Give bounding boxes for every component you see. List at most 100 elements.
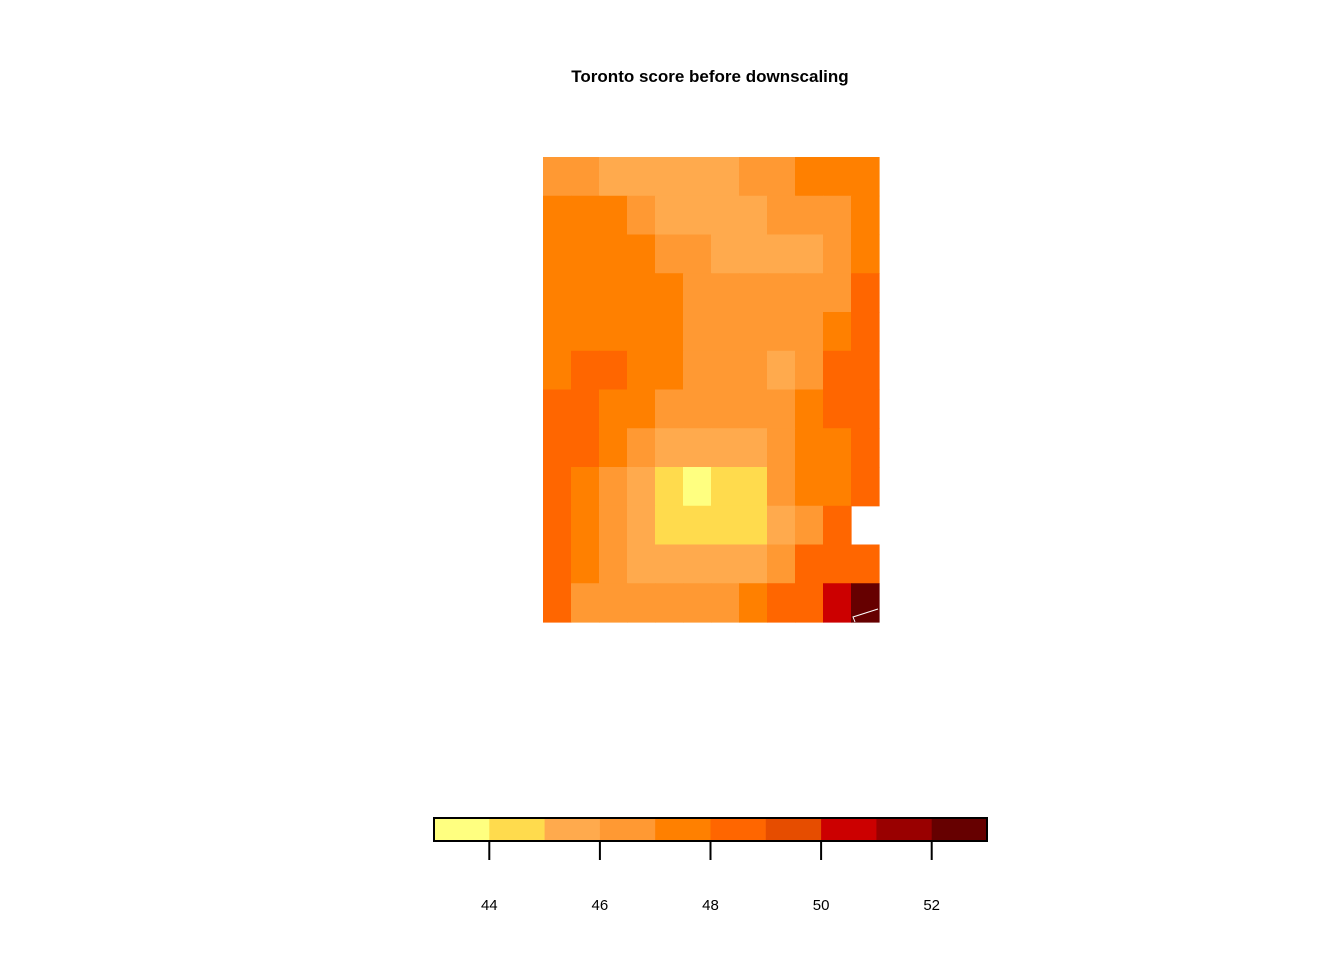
heatmap-cell [711, 195, 740, 236]
heatmap-cell [851, 234, 880, 274]
heatmap-cell [599, 312, 628, 352]
heatmap-cell [655, 389, 684, 429]
heatmap-cell [627, 195, 656, 236]
heatmap-cell [627, 312, 656, 352]
heatmap-cell [767, 389, 796, 429]
heatmap-cell [655, 583, 684, 623]
heatmap-cell [739, 389, 768, 429]
legend-swatch [821, 818, 877, 841]
heatmap-cell [739, 544, 768, 584]
heatmap-cell [823, 273, 852, 313]
heatmap-cell [739, 505, 768, 546]
heatmap-cell [543, 505, 572, 546]
heatmap-cell [795, 312, 824, 352]
heatmap-cell [627, 350, 656, 391]
legend-swatch [544, 818, 601, 841]
heatmap-cell [823, 428, 852, 468]
heatmap-cell [627, 544, 656, 584]
heatmap-cell [571, 157, 600, 197]
heatmap-cell [711, 467, 740, 507]
heatmap-cell [571, 505, 600, 546]
heatmap-cell [599, 428, 628, 468]
heatmap-cell [655, 544, 684, 584]
heatmap-cell [851, 195, 880, 236]
heatmap-cell [627, 157, 656, 197]
heatmap-cell [627, 389, 656, 429]
heatmap-cell [795, 195, 824, 236]
legend-swatch [489, 818, 546, 841]
heatmap-cell [543, 544, 572, 584]
heatmap-cell [739, 273, 768, 313]
heatmap-cell [823, 312, 852, 352]
heatmap-cell [823, 350, 852, 391]
heatmap-cell [543, 157, 572, 197]
heatmap-cell [543, 350, 572, 391]
heatmap-cell [739, 157, 768, 197]
heatmap-cell [851, 467, 880, 507]
heatmap-cell [655, 428, 684, 468]
legend-tick-label: 50 [813, 897, 830, 914]
legend-swatch [599, 818, 656, 841]
heatmap-cell [655, 350, 684, 391]
heatmap-cell [823, 467, 852, 507]
heatmap-cell [851, 350, 880, 391]
heatmap-cell [823, 234, 852, 274]
heatmap-cell [823, 544, 852, 584]
heatmap-cell [627, 505, 656, 546]
legend-swatch [655, 818, 711, 841]
heatmap-cell [711, 505, 740, 546]
heatmap-cell [571, 467, 600, 507]
heatmap-cell [543, 428, 572, 468]
legend-swatch [931, 818, 988, 841]
heatmap-cell [823, 583, 852, 623]
heatmap-cell [795, 428, 824, 468]
heatmap-cell [739, 583, 768, 623]
heatmap-cell [767, 234, 796, 274]
heatmap-cell [571, 389, 600, 429]
legend-tick-label: 48 [702, 897, 719, 914]
heatmap-cell [627, 467, 656, 507]
heatmap-cell [823, 195, 852, 236]
heatmap-cell [683, 389, 712, 429]
heatmap-cell [599, 157, 628, 197]
heatmap-cell [571, 350, 600, 391]
heatmap-cell [795, 389, 824, 429]
heatmap-cell [711, 389, 740, 429]
heatmap-cell [767, 312, 796, 352]
heatmap-cell [795, 544, 824, 584]
heatmap-cell [683, 273, 712, 313]
heatmap-cell [599, 505, 628, 546]
heatmap-cell [683, 234, 712, 274]
heatmap-cell [851, 157, 880, 197]
heatmap-cell [599, 467, 628, 507]
heatmap-cell [683, 428, 712, 468]
legend-swatch [710, 818, 767, 841]
heatmap-cell [851, 544, 880, 584]
heatmap-cell [655, 467, 684, 507]
heatmap-cell [767, 544, 796, 584]
heatmap-cell [823, 157, 852, 197]
heatmap-cell [571, 428, 600, 468]
heatmap-cell [795, 467, 824, 507]
heatmap-cell [571, 234, 600, 274]
heatmap-cell [795, 350, 824, 391]
heatmap-cell [795, 273, 824, 313]
heatmap-cell [655, 312, 684, 352]
heatmap-cell [543, 273, 572, 313]
color-legend: 44 46 48 50 52 [433, 817, 988, 914]
heatmap-cell [599, 234, 628, 274]
heatmap-cell [683, 467, 712, 507]
heatmap-cell [823, 505, 852, 546]
heatmap-cell [543, 389, 572, 429]
heatmap-cell [543, 312, 572, 352]
heatmap-cell [599, 583, 628, 623]
legend-swatch [765, 818, 822, 841]
heatmap-cell [767, 428, 796, 468]
legend-tick-label: 46 [592, 897, 609, 914]
heatmap-cell [711, 544, 740, 584]
heatmap-cell [627, 273, 656, 313]
heatmap-cell [683, 544, 712, 584]
heatmap-cell [571, 312, 600, 352]
heatmap-cell [767, 157, 796, 197]
